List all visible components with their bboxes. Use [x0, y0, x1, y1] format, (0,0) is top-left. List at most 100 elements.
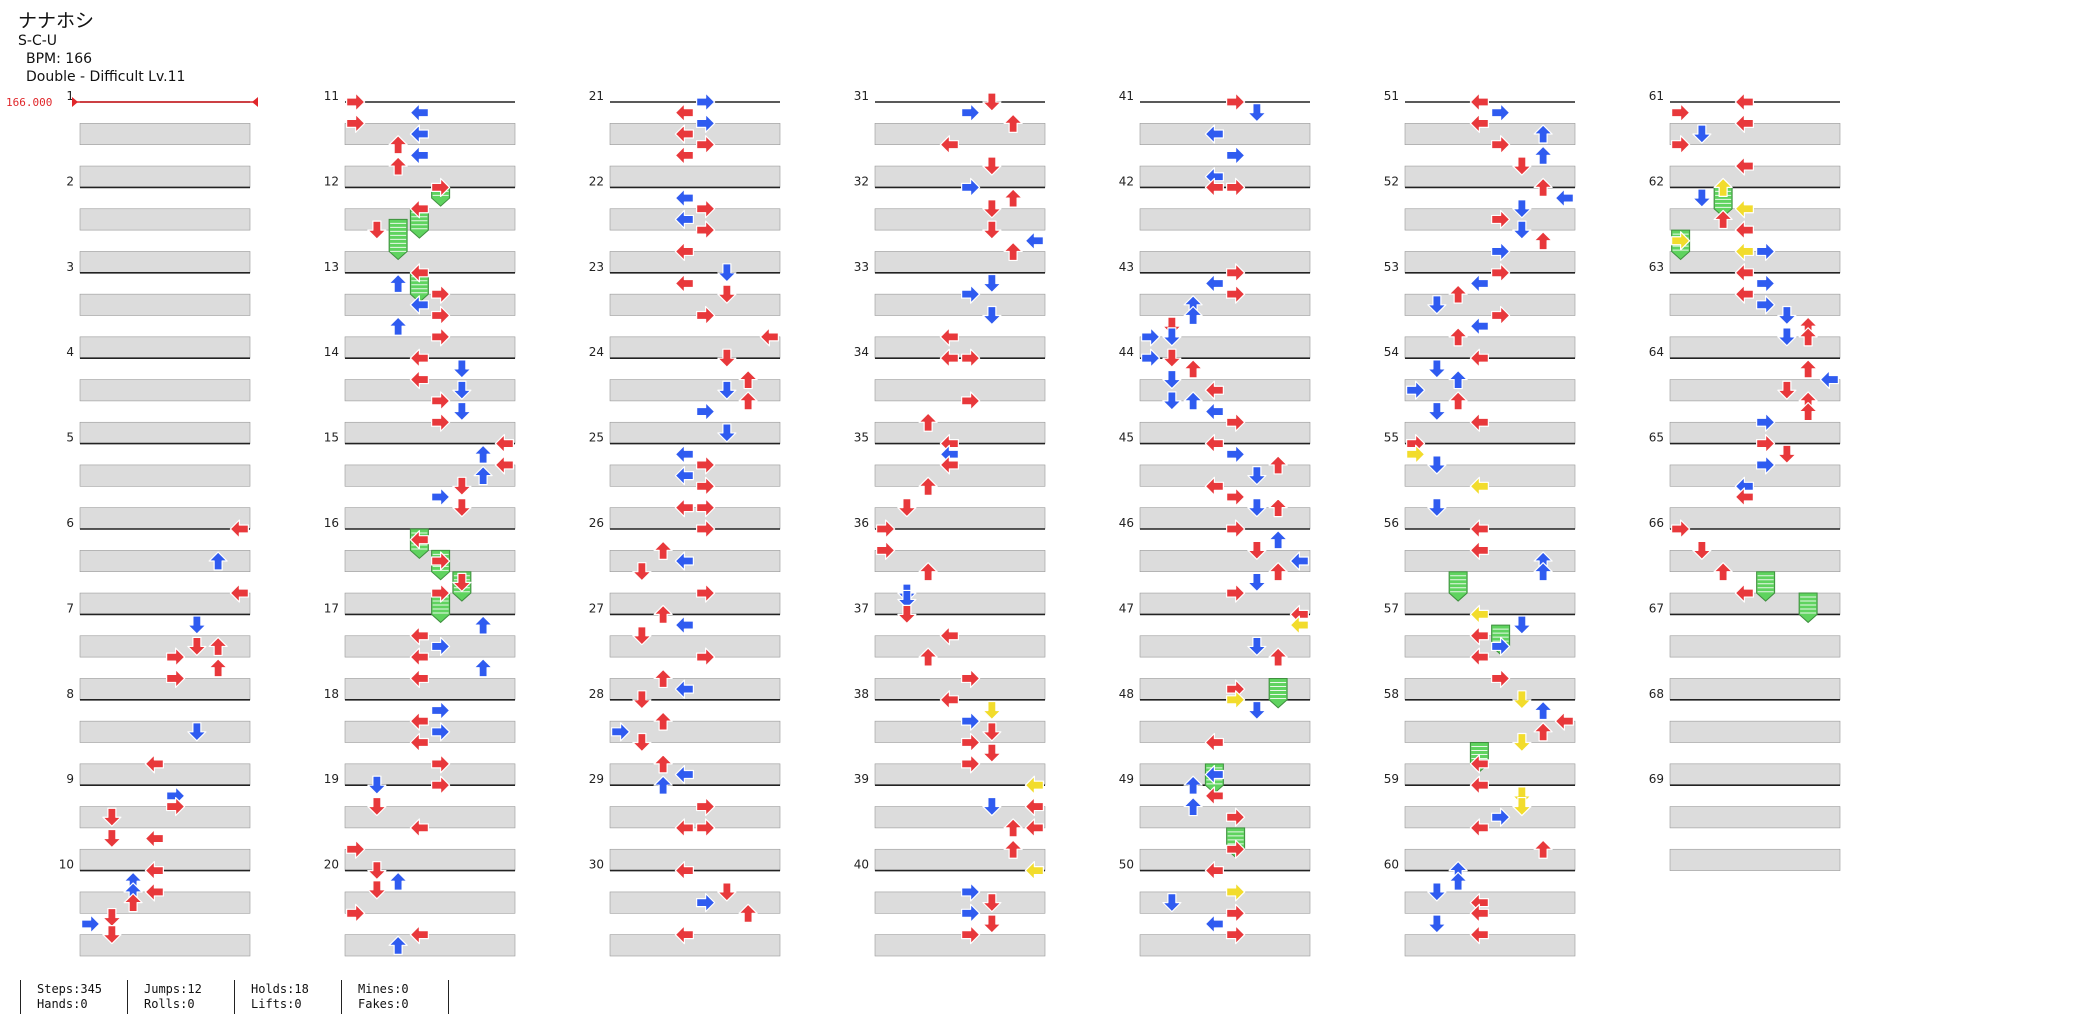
arrow-note: [1777, 327, 1797, 347]
arrow-icon: [409, 647, 429, 667]
measure-number: 5: [66, 431, 74, 445]
measure-43: 43: [1119, 260, 1311, 359]
arrow-note: [982, 796, 1002, 817]
arrow-note: [1024, 796, 1044, 817]
arrow-note: [1533, 722, 1553, 742]
beat-stripe: [1404, 123, 1576, 145]
arrow-icon: [166, 647, 186, 667]
arrow-icon: [1671, 103, 1691, 123]
arrow-icon: [1406, 380, 1426, 400]
arrow-icon: [1756, 434, 1776, 454]
measure-number: 61: [1649, 89, 1664, 103]
beat-stripe: [79, 720, 251, 743]
arrow-icon: [409, 668, 429, 689]
measure-48: 48: [1119, 687, 1311, 786]
arrow-icon: [897, 604, 917, 625]
arrow-note: [1469, 316, 1489, 336]
arrow-note: [653, 754, 673, 774]
beat-stripe: [1669, 123, 1841, 145]
arrow-icon: [632, 562, 652, 582]
arrow-note: [674, 679, 694, 699]
arrow-icon: [939, 690, 959, 710]
measure-number: 30: [589, 858, 604, 872]
arrow-note: [1183, 391, 1203, 411]
arrow-icon: [717, 423, 737, 443]
arrow-icon: [208, 551, 228, 571]
measure-number: 63: [1649, 260, 1664, 274]
measure-1: 1: [66, 89, 251, 188]
arrow-icon: [409, 263, 429, 283]
measure-34: 34: [854, 345, 1046, 444]
arrow-icon: [409, 626, 429, 646]
arrow-icon: [1448, 369, 1468, 390]
beat-stripe: [874, 806, 1046, 829]
arrow-note: [1024, 818, 1044, 838]
arrow-icon: [653, 604, 673, 625]
beat-stripe: [609, 806, 781, 829]
arrow-note: [1204, 273, 1224, 294]
arrow-icon: [1533, 700, 1553, 721]
measure-13: 13: [324, 260, 516, 359]
arrow-icon: [696, 455, 716, 475]
beat-stripe: [1669, 464, 1841, 487]
arrow-note: [632, 626, 652, 646]
arrow-icon: [1204, 401, 1224, 422]
arrow-icon: [674, 925, 694, 945]
arrow-icon: [632, 626, 652, 646]
arrow-note: [1533, 700, 1553, 721]
arrow-icon: [1204, 434, 1224, 454]
arrow-note: [674, 273, 694, 294]
arrow-icon: [696, 519, 716, 539]
arrow-note: [431, 754, 451, 774]
arrow-note: [431, 327, 451, 347]
arrow-icon: [1226, 487, 1246, 507]
arrow-note: [1469, 92, 1489, 112]
arrow-note: [961, 668, 981, 689]
arrow-note: [1448, 391, 1468, 411]
arrow-note: [452, 359, 472, 379]
arrow-icon: [452, 359, 472, 379]
arrow-note: [738, 369, 758, 390]
arrow-icon: [1469, 903, 1489, 923]
arrow-note: [494, 434, 514, 454]
arrow-icon: [346, 839, 366, 859]
measure-number: 41: [1119, 89, 1134, 103]
arrow-note: [674, 764, 694, 785]
arrow-icon: [1469, 775, 1489, 795]
arrow-icon: [1491, 135, 1511, 155]
arrow-icon: [1204, 786, 1224, 806]
arrow-note: [1289, 551, 1309, 571]
arrow-note: [653, 711, 673, 731]
arrow-note: [939, 327, 959, 347]
measure-number: 46: [1119, 516, 1134, 530]
arrow-icon: [431, 754, 451, 774]
beat-stripe: [79, 934, 251, 957]
arrow-icon: [674, 551, 694, 571]
beat-stripe: [1404, 763, 1576, 786]
arrow-icon: [1204, 860, 1224, 881]
arrow-icon: [1247, 498, 1267, 518]
hands-count: Hands:0: [37, 997, 88, 1011]
arrow-icon: [1533, 177, 1553, 197]
arrow-note: [1512, 615, 1532, 635]
arrow-note: [696, 113, 716, 133]
arrow-note: [1141, 327, 1161, 347]
arrow-note: [876, 540, 896, 560]
arrow-icon: [1226, 807, 1246, 827]
arrow-note: [409, 348, 429, 368]
measure-number: 12: [324, 174, 339, 188]
arrow-note: [696, 647, 716, 667]
measure-18: 18: [324, 687, 516, 786]
arrow-note: [696, 519, 716, 539]
arrow-icon: [876, 519, 896, 539]
arrow-icon: [409, 145, 429, 165]
measure-number: 56: [1384, 516, 1399, 530]
measure-24: 24: [589, 345, 781, 444]
measure-number: 44: [1119, 345, 1134, 359]
arrow-icon: [1183, 796, 1203, 817]
arrow-icon: [144, 882, 164, 902]
arrow-icon: [1512, 796, 1532, 817]
beat-stripe: [609, 891, 781, 914]
arrow-icon: [102, 907, 122, 928]
arrow-note: [367, 796, 387, 817]
